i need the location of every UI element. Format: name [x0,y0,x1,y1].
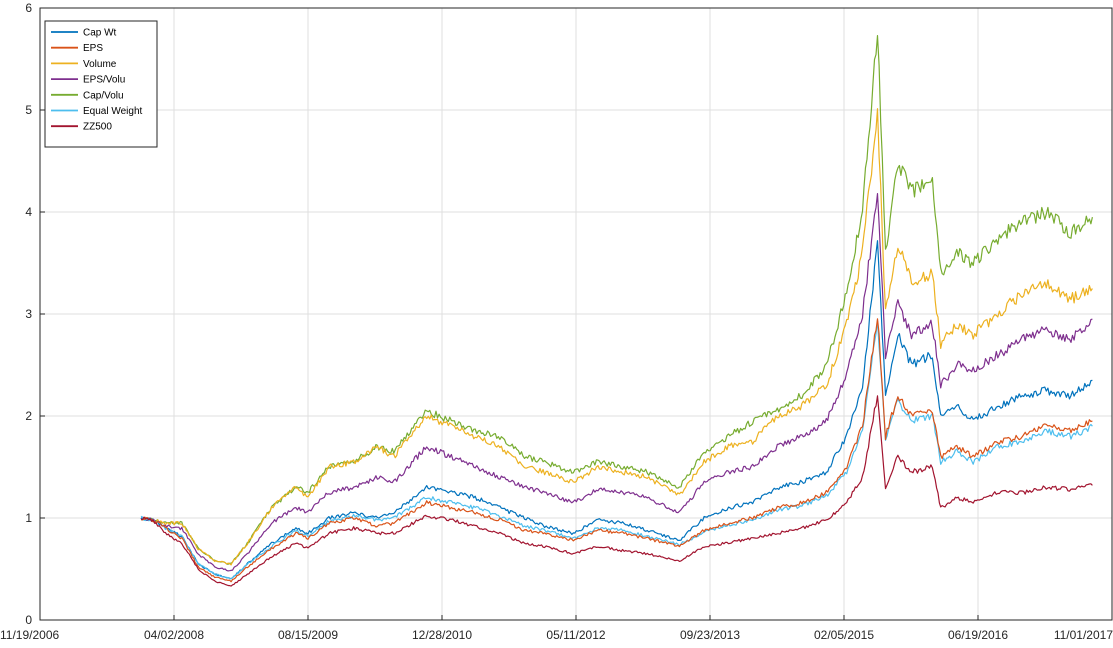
y-tick-label: 4 [25,205,32,219]
y-tick-label: 3 [25,307,32,321]
x-tick-label: 11/01/2017 [1054,628,1113,642]
legend-label-eps-volu: EPS/Volu [83,75,125,86]
y-tick-label: 0 [25,613,32,627]
legend-label-cap-volu: Cap/Volu [83,90,124,101]
legend-label-volume: Volume [83,59,117,70]
x-tick-label: 02/05/2015 [814,628,874,642]
y-tick-label: 6 [25,1,32,15]
y-tick-label: 2 [25,409,32,423]
x-axis-ticks: 11/19/2006 04/02/2008 08/15/2009 12/28/2010… [0,615,1113,642]
series-line-equal-weight [140,320,1093,580]
series-line-cap-wt [140,240,1093,580]
legend: Cap Wt EPS Volume EPS/Volu Cap/Volu Equal Wei… [44,20,158,148]
x-tick-label: 12/28/2010 [412,628,472,642]
y-axis-ticks: 0 1 2 3 4 5 6 [25,1,45,627]
x-tick-label: 06/19/2016 [948,628,1008,642]
series-group [140,35,1093,587]
y-tick-label: 1 [25,511,32,525]
x-tick-label: 05/11/2012 [546,628,605,642]
grid-lines [40,8,1112,620]
x-tick-label: 04/02/2008 [144,628,204,642]
series-line-volume [140,108,1093,566]
legend-label-zz500: ZZ500 [83,122,112,133]
y-tick-label: 5 [25,103,32,117]
x-tick-label: 08/15/2009 [278,628,338,642]
series-line-cap-volu [140,35,1093,565]
legend-label-eps: EPS [83,43,103,54]
x-tick-label: 09/23/2013 [680,628,740,642]
legend-label-cap-wt: Cap Wt [83,28,117,39]
series-line-eps [140,318,1093,583]
legend-label-equal-weight: Equal Weight [83,106,143,117]
series-line-zz500 [140,395,1093,587]
series-line-eps-volu [140,193,1093,572]
x-tick-label: 11/19/2006 [0,628,59,642]
